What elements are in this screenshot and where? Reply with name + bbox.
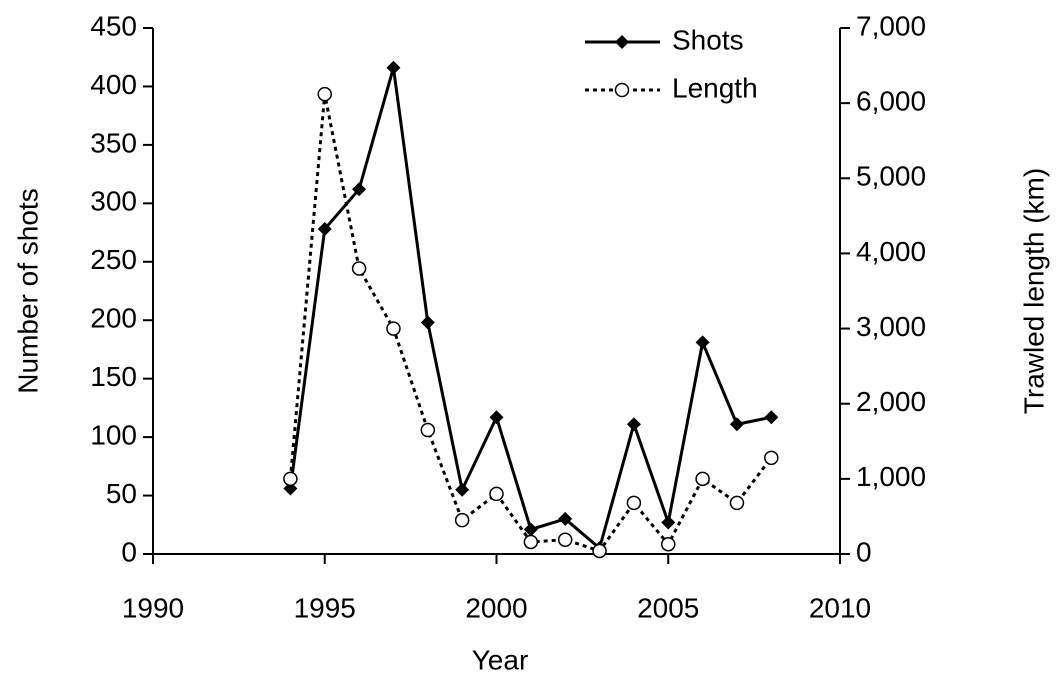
legend-label: Length: [672, 72, 758, 103]
point: [386, 60, 401, 75]
point: [729, 417, 744, 432]
y-tick-label: 200: [90, 303, 137, 334]
point: [764, 410, 779, 425]
point: [420, 315, 435, 330]
y-tick-label: 300: [90, 186, 137, 217]
y2-tick-label: 6,000: [856, 86, 926, 117]
y-tick-label: 450: [90, 10, 137, 41]
legend-marker: [615, 35, 629, 49]
point: [317, 86, 332, 102]
point: [523, 522, 538, 537]
point: [695, 471, 710, 487]
legend-marker: [614, 82, 630, 98]
point: [592, 543, 607, 559]
x-axis-title: Year: [472, 644, 529, 675]
x-tick-label: 2010: [809, 592, 871, 623]
point: [283, 471, 298, 487]
point: [661, 536, 676, 552]
point: [695, 335, 710, 350]
point: [729, 495, 745, 511]
x-tick-label: 2005: [637, 592, 699, 623]
point: [420, 422, 436, 438]
x-tick-label: 1995: [294, 592, 356, 623]
point: [489, 410, 504, 425]
y2-tick-label: 0: [856, 536, 872, 567]
y2-tick-label: 5,000: [856, 161, 926, 192]
point: [764, 450, 779, 466]
y2-tick-label: 2,000: [856, 386, 926, 417]
y-tick-label: 100: [90, 420, 137, 451]
y-tick-label: 400: [90, 69, 137, 100]
point: [454, 512, 470, 528]
point: [352, 182, 367, 197]
point: [523, 534, 539, 550]
x-tick-label: 2000: [465, 592, 527, 623]
point: [557, 532, 573, 547]
point: [386, 321, 401, 336]
y2-tick-label: 1,000: [856, 461, 926, 492]
point: [626, 417, 641, 432]
point: [317, 222, 332, 237]
y-tick-label: 150: [90, 361, 137, 392]
legend-label: Shots: [672, 24, 744, 55]
point: [661, 515, 676, 530]
y2-tick-label: 7,000: [856, 10, 926, 41]
y-axis-title: Number of shots: [12, 188, 43, 393]
y2-tick-label: 4,000: [856, 236, 926, 267]
x-tick-label: 1990: [122, 592, 184, 623]
point: [489, 486, 504, 502]
y-tick-label: 350: [90, 127, 137, 158]
y-tick-label: 0: [121, 536, 137, 567]
y-tick-label: 250: [90, 244, 137, 275]
point: [558, 511, 573, 526]
point: [351, 261, 367, 276]
y2-axis-title: Trawled length (km): [1018, 168, 1049, 414]
y-tick-label: 50: [106, 478, 137, 509]
point: [455, 482, 470, 497]
point: [626, 495, 642, 511]
y2-tick-label: 3,000: [856, 311, 926, 342]
